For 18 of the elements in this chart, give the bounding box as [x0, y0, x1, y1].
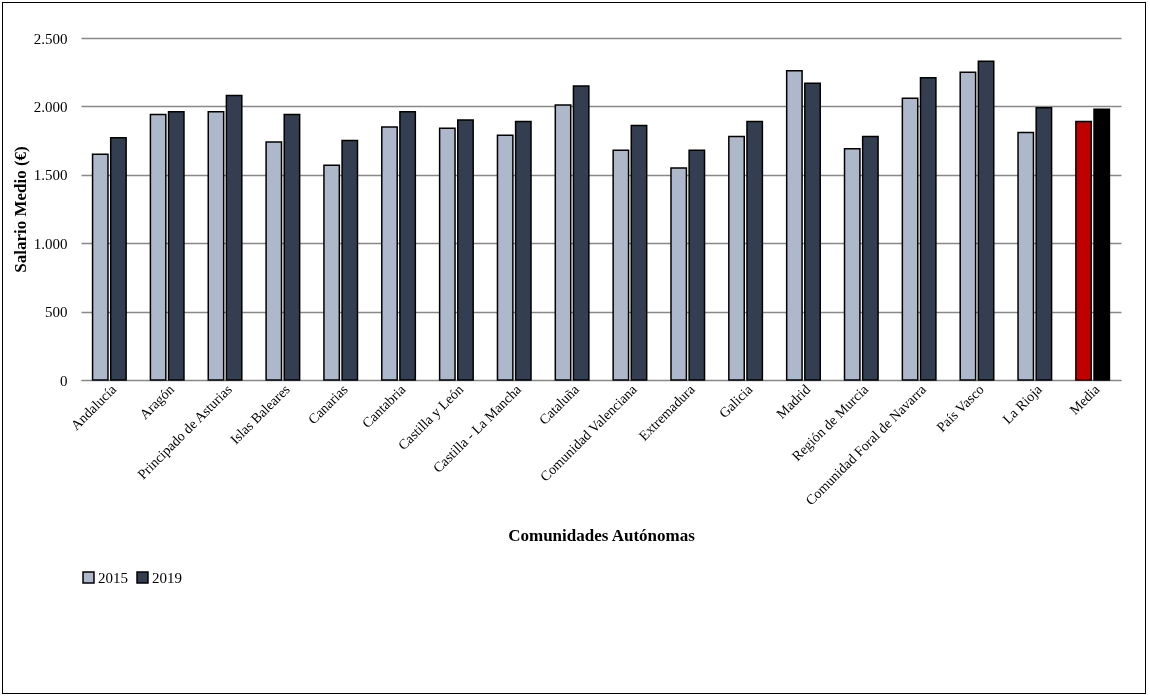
x-axis-title: Comunidades Autónomas: [508, 526, 696, 546]
legend-label: 2015: [98, 569, 128, 586]
bar: [207, 111, 225, 381]
bar: [959, 71, 977, 381]
bar: [225, 94, 243, 381]
bar: [630, 124, 648, 381]
bar: [977, 60, 995, 381]
legend-label: 2019: [152, 569, 182, 586]
y-tick-label: 0: [60, 372, 68, 389]
y-tick-label: 1.500: [33, 167, 68, 184]
y-tick-label: 500: [45, 304, 68, 321]
bar: [612, 149, 630, 381]
bar: [572, 85, 590, 381]
y-tick-label: 2.000: [33, 98, 68, 115]
y-tick-label: 1.000: [33, 235, 68, 252]
bar: [554, 104, 572, 381]
y-tick-label: 2.500: [33, 30, 68, 47]
y-axis-title: Salario Medio (€): [10, 146, 30, 273]
